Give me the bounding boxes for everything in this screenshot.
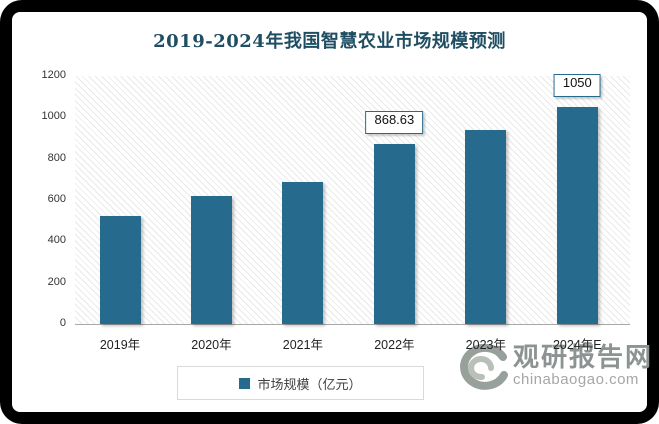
x-axis-label: 2023年 [465,338,506,352]
y-tick-label: 800 [47,151,66,164]
x-axis-label: 2019年 [99,338,141,352]
y-tick-label: 200 [47,275,66,288]
x-axis-label: 2021年 [282,338,324,352]
bar [190,195,232,324]
bar [282,182,324,324]
x-axis-label: 2020年 [191,338,232,352]
y-tick-label: 1200 [41,69,66,81]
plot-area [75,76,630,325]
y-tick-label: 0 [59,317,66,329]
bar [99,215,141,324]
y-tick-label: 600 [47,193,66,205]
bar [556,107,598,324]
y-tick-label: 1000 [41,110,66,123]
bar [465,129,507,324]
chart-title: 2019-2024年我国智慧农业市场规模预测 [153,31,506,52]
y-tick-label: 400 [47,234,66,247]
bar [373,144,415,324]
x-axis-label: 2024年E [552,338,602,352]
legend-swatch-icon [239,377,251,389]
legend: 市场规模（亿元） [177,366,424,400]
data-label: 1050 [553,74,601,97]
legend-label: 市场规模（亿元） [257,376,362,392]
x-axis-label: 2022年 [374,338,415,352]
data-label: 868.63 [365,111,424,135]
